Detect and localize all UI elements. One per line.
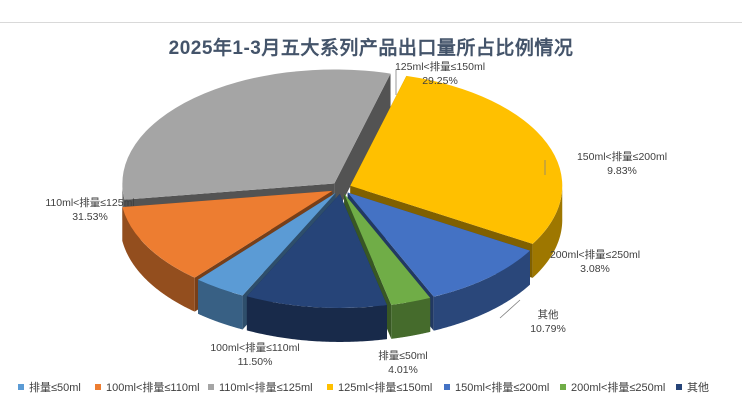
legend-swatch [676,384,682,390]
legend-item-6: 200ml<排量≤250ml [560,379,665,395]
slice-value-6: 3.08% [580,263,610,275]
slice-value-5: 9.83% [607,165,637,177]
legend-item-5: 150ml<排量≤200ml [444,379,549,395]
legend-swatch [95,384,101,390]
legend-label: 200ml<排量≤250ml [571,382,666,394]
slice-label-6: 200ml<排量≤250ml [550,248,640,261]
legend-item-2: 100ml<排量≤110ml [95,379,200,395]
pie-slice-7 [246,193,387,342]
legend-item-7: 其他 [676,379,709,395]
legend-swatch [444,384,450,390]
slice-label-1: 排量≤50ml [378,349,428,362]
leader-line-2 [499,299,521,319]
legend-swatch [18,384,24,390]
legend-label: 排量≤50ml [29,382,81,394]
slice-value-2: 11.50% [238,356,273,368]
legend-label: 100ml<排量≤110ml [106,382,200,394]
slice-value-1: 4.01% [388,364,418,376]
legend-item-4: 125ml<排量≤150ml [327,379,432,395]
slice-label-4: 125ml<排量≤150ml [395,60,485,73]
legend-label: 110ml<排量≤125ml [219,382,313,394]
chart-legend: 排量≤50ml 100ml<排量≤110ml 110ml<排量≤125ml 125ml… [0,376,742,396]
slice-label-3: 110ml<排量≤125ml [45,196,134,209]
slice-value-3: 31.53% [72,211,108,223]
legend-item-1: 排量≤50ml [18,379,81,395]
slice-label-7: 其他 [538,308,559,321]
legend-swatch [560,384,566,390]
slice-value-4: 29.25% [422,75,458,87]
legend-swatch [208,384,214,390]
legend-label: 125ml<排量≤150ml [338,382,433,394]
chart-title: 2025年1-3月五大系列产品出口量所占比例情况 [168,38,574,59]
slice-label-2: 100ml<排量≤110ml [210,341,299,354]
legend-label: 其他 [687,382,709,394]
slice-label-5: 150ml<排量≤200ml [577,150,667,163]
legend-item-3: 110ml<排量≤125ml [208,379,313,395]
legend-label: 150ml<排量≤200ml [455,382,550,394]
slice-value-7: 10.79% [530,323,566,335]
top-divider [0,22,742,23]
legend-swatch [327,384,333,390]
